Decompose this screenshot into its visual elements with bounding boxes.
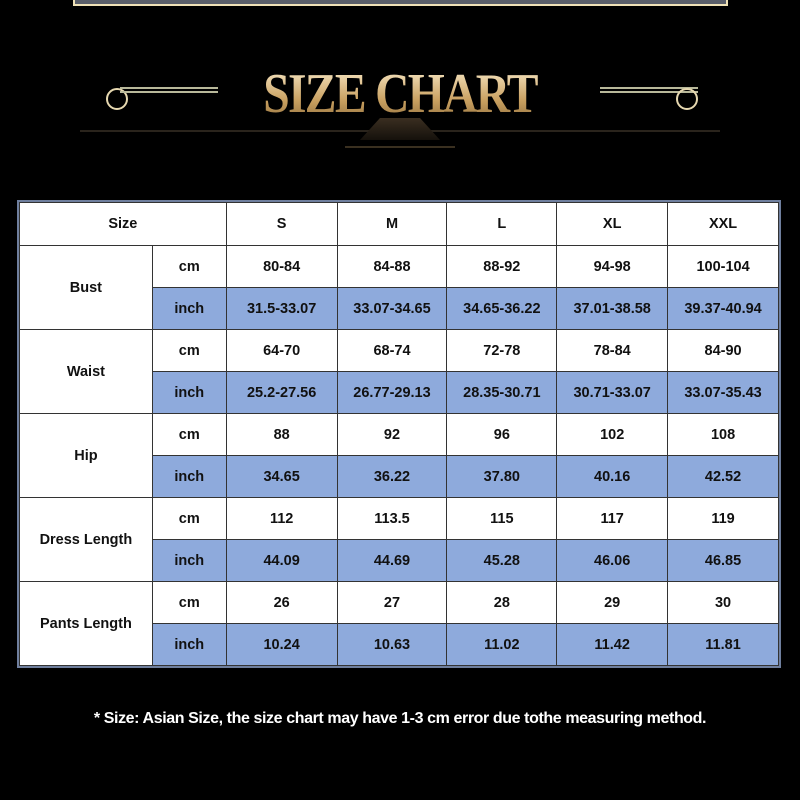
value-cell: 44.69 <box>336 539 448 582</box>
value-cell: 11.81 <box>667 623 779 666</box>
value-cell: 44.09 <box>225 539 338 582</box>
value-cell: 84-90 <box>667 329 779 372</box>
value-cell: 31.5-33.07 <box>225 287 338 330</box>
value-cell: 37.80 <box>446 455 558 498</box>
ornament-circle-right <box>676 88 698 110</box>
value-cell: 84-88 <box>336 245 448 288</box>
measure-label: Pants Length <box>19 581 153 666</box>
header-cell: S <box>225 202 338 246</box>
value-cell: 39.37-40.94 <box>667 287 779 330</box>
value-cell: 42.52 <box>667 455 779 498</box>
page-title: SIZE CHART <box>60 62 740 126</box>
measure-label: Dress Length <box>19 497 153 582</box>
value-cell: 72-78 <box>446 329 558 372</box>
header-cell: XL <box>556 202 669 246</box>
header-cell: L <box>446 202 558 246</box>
unit-label: inch <box>151 539 227 582</box>
unit-label: cm <box>151 413 227 456</box>
value-cell: 113.5 <box>336 497 448 540</box>
unit-label: inch <box>151 455 227 498</box>
table-row: Pants Length cm 26 27 28 29 30 <box>19 581 779 666</box>
table-row: inch 44.09 44.69 45.28 46.06 46.85 <box>20 539 779 582</box>
ornament-arrow-left <box>120 87 218 93</box>
title-underline-short <box>345 146 455 148</box>
unit-label: cm <box>151 497 227 540</box>
unit-label: cm <box>151 329 227 372</box>
value-cell: 11.42 <box>556 623 669 666</box>
value-cell: 112 <box>225 497 338 540</box>
table-row: inch 10.24 10.63 11.02 11.42 11.81 <box>20 623 779 666</box>
unit-label: inch <box>151 371 227 414</box>
table-row: Hip cm 88 92 96 102 108 <box>19 413 779 498</box>
value-cell: 33.07-34.65 <box>336 287 448 330</box>
value-cell: 119 <box>667 497 779 540</box>
value-cell: 96 <box>446 413 558 456</box>
value-cell: 102 <box>556 413 669 456</box>
measure-label: Bust <box>19 245 153 330</box>
value-cell: 26 <box>225 581 338 624</box>
value-cell: 37.01-38.58 <box>556 287 669 330</box>
value-cell: 33.07-35.43 <box>667 371 779 414</box>
value-cell: 40.16 <box>556 455 669 498</box>
value-cell: 94-98 <box>556 245 669 288</box>
unit-label: cm <box>151 245 227 288</box>
table-row: Dress Length cm 112 113.5 115 117 119 <box>19 497 779 582</box>
unit-label: inch <box>151 287 227 330</box>
value-cell: 34.65 <box>225 455 338 498</box>
ornament-circle-left <box>106 88 128 110</box>
value-cell: 30.71-33.07 <box>556 371 669 414</box>
value-cell: 10.63 <box>336 623 448 666</box>
value-cell: 26.77-29.13 <box>336 371 448 414</box>
value-cell: 64-70 <box>225 329 338 372</box>
unit-label: cm <box>151 581 227 624</box>
measure-label: Hip <box>19 413 153 498</box>
value-cell: 25.2-27.56 <box>225 371 338 414</box>
value-cell: 34.65-36.22 <box>446 287 558 330</box>
header-cell: M <box>336 202 448 246</box>
title-ornament <box>360 118 440 140</box>
table-row: Waist cm 64-70 68-74 72-78 78-84 84-90 <box>19 329 779 414</box>
value-cell: 27 <box>336 581 448 624</box>
measure-label: Waist <box>19 329 153 414</box>
value-cell: 68-74 <box>336 329 448 372</box>
value-cell: 36.22 <box>336 455 448 498</box>
table-row: inch 31.5-33.07 33.07-34.65 34.65-36.22 37.0… <box>20 287 779 330</box>
value-cell: 117 <box>556 497 669 540</box>
ornament-arrow-right <box>600 87 698 93</box>
value-cell: 28.35-30.71 <box>446 371 558 414</box>
table-row: Bust cm 80-84 84-88 88-92 94-98 100-104 <box>19 245 779 330</box>
header-cell: XXL <box>667 202 779 246</box>
value-cell: 80-84 <box>225 245 338 288</box>
value-cell: 45.28 <box>446 539 558 582</box>
table-row: inch 34.65 36.22 37.80 40.16 42.52 <box>20 455 779 498</box>
size-note: * Size: Asian Size, the size chart may h… <box>93 710 707 727</box>
value-cell: 29 <box>556 581 669 624</box>
value-cell: 100-104 <box>667 245 779 288</box>
value-cell: 115 <box>446 497 558 540</box>
value-cell: 78-84 <box>556 329 669 372</box>
value-cell: 108 <box>667 413 779 456</box>
value-cell: 92 <box>336 413 448 456</box>
value-cell: 88-92 <box>446 245 558 288</box>
size-chart-table: Size S M L XL XXL Bust cm 80-84 84-88 88-92 9… <box>17 200 781 668</box>
value-cell: 46.06 <box>556 539 669 582</box>
value-cell: 88 <box>225 413 338 456</box>
header-row: Size S M L XL XXL <box>19 202 779 246</box>
value-cell: 10.24 <box>225 623 338 666</box>
value-cell: 46.85 <box>667 539 779 582</box>
top-image-frame <box>73 0 728 6</box>
value-cell: 30 <box>667 581 779 624</box>
header-size: Size <box>19 202 227 246</box>
value-cell: 11.02 <box>446 623 558 666</box>
table-row: inch 25.2-27.56 26.77-29.13 28.35-30.71 30.7… <box>20 371 779 414</box>
unit-label: inch <box>151 623 227 666</box>
value-cell: 28 <box>446 581 558 624</box>
